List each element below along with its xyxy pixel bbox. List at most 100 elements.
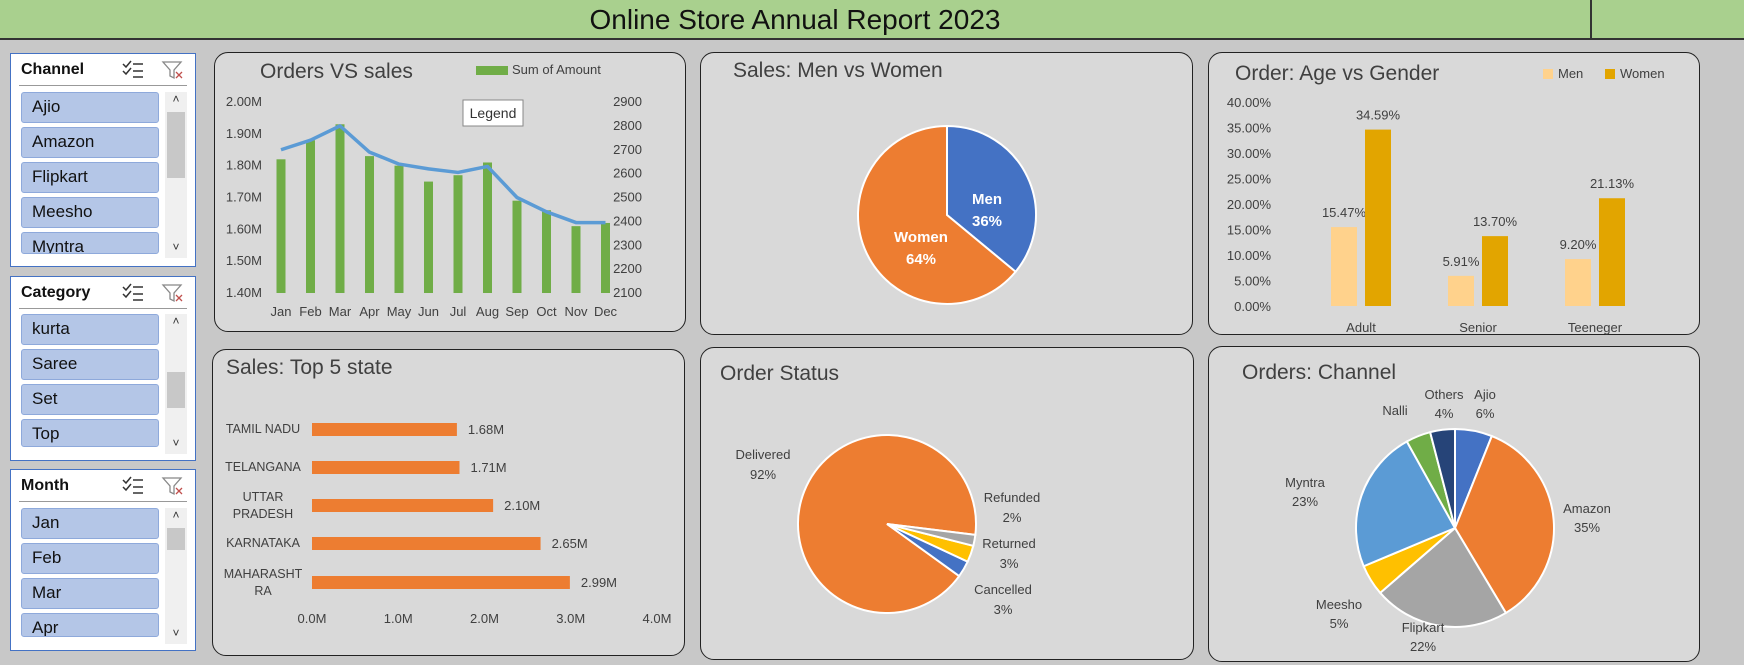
x-axis-tick-label: 2.0M [470, 611, 499, 626]
channel-value-others: 4% [1435, 406, 1454, 421]
channel-slicer-item-meesho[interactable]: Meesho [21, 197, 159, 228]
channel-slicer-item-amazon[interactable]: Amazon [21, 127, 159, 158]
sales-men-women-panel: Sales: Men vs Women Men 36% Women 64% [700, 52, 1193, 335]
bar-telangana [312, 461, 460, 474]
scroll-up-icon[interactable]: ˄ [172, 314, 180, 328]
month-slicer[interactable]: Month Jan Feb Mar Apr ˄ ˅ [10, 469, 196, 651]
y-axis-tick-label: 40.00% [1227, 95, 1272, 110]
slicer-scrollbar[interactable]: ˄ ˅ [165, 92, 187, 258]
gender-label-men: Men [972, 191, 1002, 208]
gender-slice-women [857, 124, 1017, 305]
slicer-scrollbar[interactable]: ˄ ˅ [165, 314, 187, 454]
category-slicer-item-saree[interactable]: Saree [21, 349, 159, 380]
sales-top5-state-title: Sales: Top 5 state [226, 356, 393, 379]
legend-swatch-sum-of-amount [476, 66, 508, 75]
y-axis-tick-label: 30.00% [1227, 146, 1272, 161]
clear-filter-icon[interactable] [161, 282, 185, 304]
channel-slicer[interactable]: Channel Ajio Amazon Flipkart Meesho Myntra ˄ ˅ [10, 53, 196, 267]
channel-label-meesho: Meesho [1316, 597, 1362, 612]
order-status-panel: Order Status Delivered 92% Cancelled 3% Retu… [700, 347, 1194, 660]
sales-men-women-title: Sales: Men vs Women [733, 59, 943, 82]
channel-slicer-item-ajio[interactable]: Ajio [21, 92, 159, 123]
channel-slicer-item-myntra[interactable]: Myntra [21, 232, 159, 254]
y-axis-category-label: TAMIL NADU [226, 422, 300, 436]
channel-slicer-item-flipkart[interactable]: Flipkart [21, 162, 159, 193]
multi-select-icon[interactable] [121, 282, 145, 304]
month-slicer-item-jan[interactable]: Jan [21, 508, 159, 539]
x-axis-tick-label: Teeneger [1568, 320, 1623, 335]
bar-apr [365, 156, 374, 293]
month-slicer-item-apr[interactable]: Apr [21, 613, 159, 637]
scroll-down-icon[interactable]: ˅ [172, 626, 180, 640]
right-axis-tick-label: 2300 [613, 237, 642, 252]
status-slice-refunded [886, 523, 977, 548]
scroll-down-icon[interactable]: ˅ [172, 436, 180, 450]
clear-filter-icon[interactable] [161, 475, 185, 497]
x-axis-tick-label: 0.0M [298, 611, 327, 626]
category-slicer[interactable]: Category kurta Saree Set Top ˄ ˅ [10, 276, 196, 461]
x-axis-tick-label: 1.0M [384, 611, 413, 626]
x-axis-tick-label: 4.0M [643, 611, 672, 626]
orders-channel-panel: Orders: Channel Ajio 6% Amazon 35% Flipkart 2… [1208, 346, 1700, 662]
bar-jan [276, 159, 286, 293]
bar-feb [306, 140, 315, 293]
legend-label-sum-of-amount: Sum of Amount [512, 62, 601, 77]
month-slicer-title: Month [21, 477, 69, 494]
left-axis-tick-label: 1.80M [226, 158, 262, 173]
orders-channel-chart: Ajio 6% Amazon 35% Flipkart 22% Meesho 5% Myntra… [1285, 387, 1611, 654]
bar-karnataka [312, 537, 541, 550]
bar-tamil-nadu [312, 423, 457, 436]
channel-value-flipkart: 22% [1410, 639, 1436, 654]
x-axis-tick-label: Apr [359, 304, 380, 319]
multi-select-icon[interactable] [121, 59, 145, 81]
data-label-telangana: 1.71M [470, 460, 506, 475]
right-axis-tick-label: 2900 [613, 94, 642, 109]
y-axis-tick-label: 5.00% [1234, 274, 1271, 289]
month-slicer-item-feb[interactable]: Feb [21, 543, 159, 574]
bar-mar [335, 124, 345, 294]
data-label-women-adult: 34.59% [1356, 108, 1401, 123]
report-title-bar: Online Store Annual Report 2023 [0, 0, 1744, 40]
data-label-tamil-nadu: 1.68M [468, 422, 504, 437]
multi-select-icon[interactable] [121, 475, 145, 497]
clear-filter-icon[interactable] [161, 59, 185, 81]
left-axis-tick-label: 2.00M [226, 94, 262, 109]
slicer-scrollbar[interactable]: ˄ ˅ [165, 508, 187, 644]
data-label-men-teeneger: 9.20% [1560, 237, 1597, 252]
legend-tooltip-box [462, 99, 524, 127]
order-age-gender-panel: Order: Age vs Gender 40.00% 35.00% 30.00% 2… [1208, 52, 1700, 335]
y-axis-category-label: RA [254, 584, 272, 598]
category-slicer-item-top[interactable]: Top [21, 419, 159, 447]
right-axis-tick-label: 2600 [613, 166, 642, 181]
right-axis-tick-label: 2800 [613, 118, 642, 133]
y-axis-category-label: PRADESH [233, 507, 293, 521]
category-slicer-item-set[interactable]: Set [21, 384, 159, 415]
right-axis-tick-label: 2500 [613, 190, 642, 205]
sales-men-women-chart: Men 36% Women 64% [857, 124, 1037, 305]
data-label-karnataka: 2.65M [552, 536, 588, 551]
scroll-up-icon[interactable]: ˄ [172, 92, 180, 106]
x-axis-tick-label: Jun [418, 304, 439, 319]
channel-label-ajio: Ajio [1474, 387, 1496, 402]
slicer-header-divider [19, 308, 187, 309]
category-slicer-item-kurta[interactable]: kurta [21, 314, 159, 345]
x-axis-tick-label: Jul [450, 304, 467, 319]
data-label-men-senior: 5.91% [1443, 254, 1480, 269]
month-slicer-item-mar[interactable]: Mar [21, 578, 159, 609]
status-value-returned: 3% [1000, 556, 1019, 571]
scroll-up-icon[interactable]: ˄ [172, 508, 180, 522]
y-axis-category-label: TELANGANA [225, 460, 301, 474]
orders-line [280, 124, 606, 225]
legend-swatch-men [1543, 69, 1553, 79]
scroll-thumb[interactable] [167, 528, 185, 550]
channel-label-others: Others [1424, 387, 1464, 402]
scroll-thumb[interactable] [167, 372, 185, 408]
legend-swatch-women [1605, 69, 1615, 79]
gender-slice-men [946, 124, 1037, 274]
scroll-thumb[interactable] [167, 112, 185, 178]
scroll-down-icon[interactable]: ˅ [172, 240, 180, 254]
order-status-chart: Delivered 92% Cancelled 3% Returned 3% Refunde… [736, 434, 1040, 617]
left-axis-tick-label: 1.50M [226, 253, 262, 268]
status-value-cancelled: 3% [994, 602, 1013, 617]
data-label-women-teeneger: 21.13% [1590, 176, 1635, 191]
